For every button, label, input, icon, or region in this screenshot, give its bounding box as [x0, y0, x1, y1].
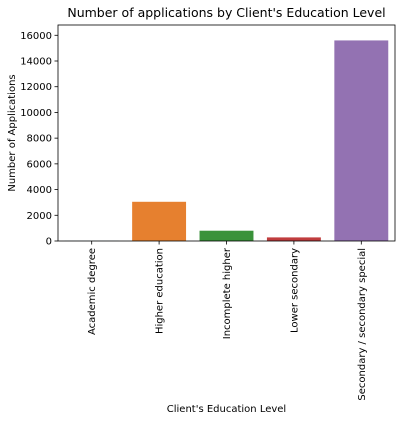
y-tick-label: 2000 — [27, 211, 52, 222]
y-tick-label: 6000 — [27, 159, 52, 170]
x-tick-label: Incomplete higher — [222, 247, 233, 339]
bars-group — [64, 40, 389, 241]
y-tick-label: 0 — [46, 237, 52, 248]
chart-title: Number of applications by Client's Educa… — [67, 5, 385, 20]
y-tick-label: 10000 — [20, 108, 52, 119]
x-tick-label: Academic degree — [87, 248, 98, 335]
y-tick-label: 8000 — [27, 134, 52, 145]
x-tick-label: Lower secondary — [289, 248, 300, 333]
plot-frame — [57, 24, 396, 242]
bar-lower-secondary — [266, 237, 321, 241]
y-tick-label: 14000 — [20, 57, 52, 68]
y-axis-ticks: 0 2000 4000 6000 8000 10000 12000 14000 16000 — [20, 31, 58, 248]
x-tick-label: Secondary / secondary special — [357, 248, 368, 401]
y-tick-label: 16000 — [20, 31, 52, 42]
bar-higher-education — [132, 201, 187, 241]
x-axis-label: Client's Education Level — [167, 404, 286, 415]
y-tick-label: 4000 — [27, 185, 52, 196]
bar-secondary-secondary-special — [334, 40, 389, 241]
y-axis-label: Number of Applications — [7, 74, 18, 191]
x-axis-ticks: Academic degree Higher education Incomplet… — [87, 241, 368, 401]
y-tick-label: 12000 — [20, 82, 52, 93]
bar-incomplete-higher — [199, 230, 254, 241]
x-tick-label: Higher education — [155, 248, 166, 334]
